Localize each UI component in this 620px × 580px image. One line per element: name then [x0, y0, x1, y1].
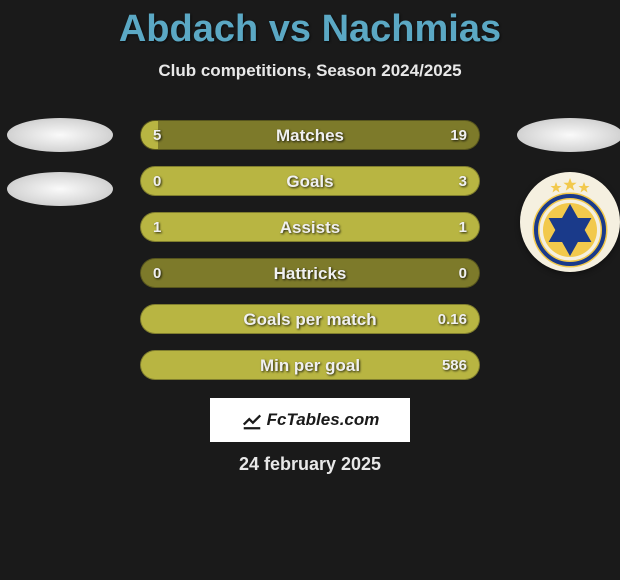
player-avatar-placeholder: [517, 118, 620, 152]
stat-value-left: 1: [153, 213, 161, 241]
stat-label: Min per goal: [141, 351, 479, 379]
stat-row: Goals per match0.16: [140, 304, 480, 334]
stat-row: Matches5 19: [140, 120, 480, 150]
left-player-column: [0, 118, 120, 206]
stat-label: Hattricks: [141, 259, 479, 287]
right-player-column: [510, 118, 620, 272]
stat-value-right: 0: [459, 259, 467, 287]
stats-container: Matches519Goals03Assists11Hattricks00Goa…: [140, 120, 480, 396]
stat-value-right: 0.16: [438, 305, 467, 333]
branding-badge: FcTables.com: [210, 398, 410, 442]
stat-label: Goals: [141, 167, 479, 195]
subtitle: Club competitions, Season 2024/2025: [0, 61, 620, 81]
stat-value-left: 5: [153, 121, 161, 149]
stat-value-right: 19: [450, 121, 467, 149]
date-label: 24 february 2025: [0, 454, 620, 475]
stat-value-right: 3: [459, 167, 467, 195]
stat-label: Matches: [141, 121, 479, 149]
page-title: Abdach vs Nachmias: [0, 0, 620, 51]
player-avatar-placeholder: [7, 118, 113, 152]
branding-text: FcTables.com: [267, 410, 380, 430]
club-badge: [520, 172, 620, 272]
club-badge-svg: [520, 172, 620, 272]
stat-row: Min per goal586: [140, 350, 480, 380]
stat-value-left: 0: [153, 167, 161, 195]
club-badge-placeholder: [7, 172, 113, 206]
stat-value-right: 1: [459, 213, 467, 241]
stat-label: Goals per match: [141, 305, 479, 333]
stat-row: Hattricks0 0: [140, 258, 480, 288]
stat-row: Assists1 1: [140, 212, 480, 242]
stat-row: Goals0 3: [140, 166, 480, 196]
chart-icon: [241, 409, 263, 431]
stat-label: Assists: [141, 213, 479, 241]
stat-value-left: 0: [153, 259, 161, 287]
stat-value-right: 586: [442, 351, 467, 379]
